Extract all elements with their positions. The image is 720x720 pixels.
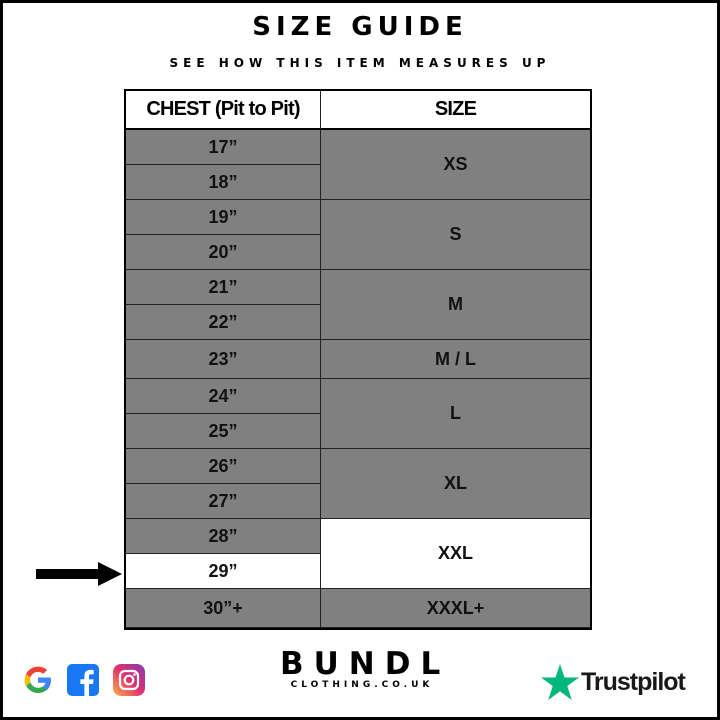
facebook-icon[interactable] <box>67 664 99 701</box>
chest-cell: 18” <box>126 165 321 200</box>
chest-cell: 28” <box>126 519 321 554</box>
chest-cell: 30”+ <box>126 589 321 628</box>
brand-logo: BUNDL CLOTHING.CO.UK <box>270 648 450 690</box>
size-cell: XL <box>321 449 590 519</box>
chest-cell: 25” <box>126 414 321 449</box>
size-cell: S <box>321 200 590 270</box>
page-title: SIZE GUIDE <box>252 12 468 42</box>
instagram-icon[interactable] <box>113 664 145 701</box>
chest-cell: 19” <box>126 200 321 235</box>
size-cell: XXXL+ <box>321 589 590 628</box>
chest-cell: 24” <box>126 379 321 414</box>
google-icon[interactable] <box>22 664 54 701</box>
chest-cell: 26” <box>126 449 321 484</box>
chest-cell: 23” <box>126 340 321 379</box>
size-cell: M / L <box>321 340 590 379</box>
brand-name: BUNDL <box>280 646 451 682</box>
size-table: CHEST (Pit to Pit) SIZE 17” 18” 19” 20” 21” 2… <box>124 89 592 630</box>
chest-cell: 29” <box>126 554 321 589</box>
size-cell: L <box>321 379 590 449</box>
chest-cell: 27” <box>126 484 321 519</box>
header-chest: CHEST (Pit to Pit) <box>126 91 321 130</box>
size-cell: M <box>321 270 590 340</box>
trustpilot-label: Trustpilot <box>581 667 686 696</box>
chest-cell: 21” <box>126 270 321 305</box>
chest-cell: 20” <box>126 235 321 270</box>
header-size: SIZE <box>321 91 590 130</box>
trustpilot-logo[interactable]: Trustpilot <box>541 664 686 700</box>
brand-subtitle: CLOTHING.CO.UK <box>290 680 434 690</box>
page-subtitle: SEE HOW THIS ITEM MEASURES UP <box>169 56 551 70</box>
size-cell: XXL <box>321 519 590 589</box>
chest-cell: 17” <box>126 130 321 165</box>
chest-cell: 22” <box>126 305 321 340</box>
trustpilot-star-icon <box>541 664 579 700</box>
arrow-icon <box>36 562 122 586</box>
size-cell: XS <box>321 130 590 200</box>
